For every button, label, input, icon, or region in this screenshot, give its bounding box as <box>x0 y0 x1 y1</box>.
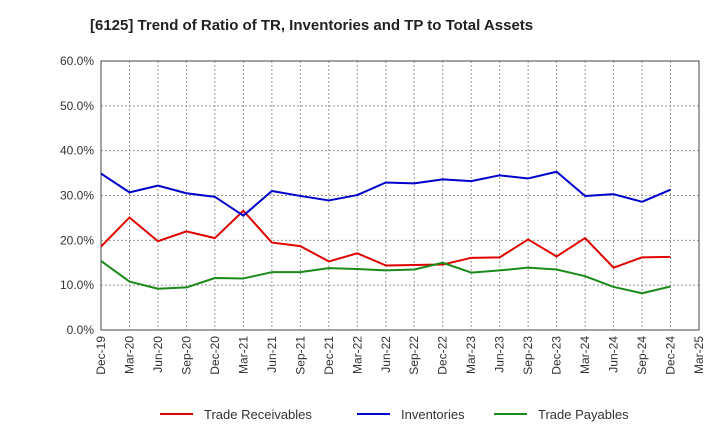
x-tick-label: Mar-22 <box>350 336 364 374</box>
x-tick-label: Dec-19 <box>94 336 108 375</box>
x-tick-label: Sep-21 <box>293 336 307 375</box>
x-tick-label: Jun-22 <box>379 336 393 373</box>
x-tick-label: Jun-23 <box>493 336 507 373</box>
legend-label: Inventories <box>401 407 465 422</box>
legend: Trade Receivables Inventories Trade Payabl… <box>160 407 629 422</box>
x-tick-label: Dec-20 <box>208 336 222 375</box>
legend-label: Trade Receivables <box>204 407 312 422</box>
plot-area <box>100 60 700 331</box>
x-tick-label: Sep-22 <box>407 336 421 375</box>
series-line-2 <box>100 260 671 295</box>
x-tick-label: Sep-24 <box>635 336 649 375</box>
series-line-0 <box>100 209 671 269</box>
x-tick-label: Dec-23 <box>550 336 564 375</box>
x-tick-label: Dec-21 <box>322 336 336 375</box>
y-tick-label: 30.0% <box>60 189 94 203</box>
chart-title: [6125] Trend of Ratio of TR, Inventories… <box>90 17 533 34</box>
y-tick-label: 60.0% <box>60 54 94 68</box>
x-tick-label: Mar-21 <box>236 336 250 374</box>
x-tick-label: Dec-22 <box>436 336 450 375</box>
y-tick-label: 40.0% <box>60 144 94 158</box>
x-tick-label: Jun-21 <box>265 336 279 373</box>
y-tick-label: 10.0% <box>60 278 94 292</box>
x-tick-label: Mar-25 <box>692 336 706 374</box>
x-tick-label: Jun-20 <box>151 336 165 373</box>
legend-label: Trade Payables <box>538 407 629 422</box>
x-axis: Dec-19 Mar-20 Jun-20 Sep-20 Dec-20 Mar-21 Jun-… <box>94 336 706 375</box>
x-tick-label: Sep-23 <box>521 336 535 375</box>
y-tick-label: 0.0% <box>67 323 95 337</box>
x-tick-label: Mar-20 <box>122 336 136 374</box>
series-line-1 <box>100 170 671 217</box>
grid <box>101 61 699 330</box>
x-tick-label: Jun-24 <box>607 336 621 373</box>
x-tick-label: Mar-24 <box>578 336 592 374</box>
y-tick-label: 20.0% <box>60 233 94 247</box>
series-lines <box>100 170 671 295</box>
x-tick-label: Dec-24 <box>664 336 678 375</box>
y-tick-label: 50.0% <box>60 99 94 113</box>
x-tick-label: Mar-23 <box>464 336 478 374</box>
x-tick-label: Sep-20 <box>179 336 193 375</box>
y-axis: 0.0% 10.0% 20.0% 30.0% 40.0% 50.0% 60.0% <box>60 54 94 337</box>
